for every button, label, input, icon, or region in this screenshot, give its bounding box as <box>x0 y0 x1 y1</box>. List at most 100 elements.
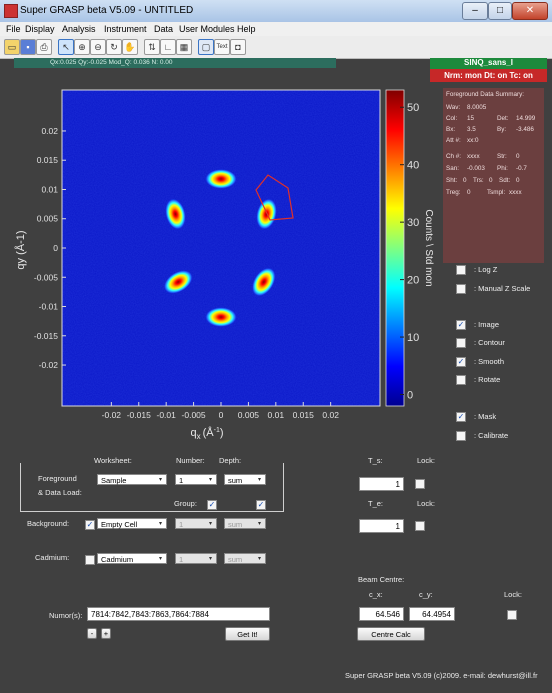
contour-checkbox[interactable] <box>456 338 466 348</box>
summary-trs-label: Trs: <box>473 177 484 184</box>
chevron-down-icon: ▾ <box>158 477 162 483</box>
background-depth-value: sum <box>228 520 243 529</box>
te-label: T_e: <box>368 499 384 508</box>
y-tick-label: -0.02 <box>39 360 59 370</box>
y-tick-label: 0.02 <box>41 126 58 136</box>
cadmium-number-dropdown[interactable]: 1 ▾ <box>175 553 217 564</box>
cadmium-depth-value: sum <box>228 555 243 564</box>
chevron-down-icon: ▾ <box>158 556 162 562</box>
line-cut-icon[interactable]: ∟ <box>160 39 176 55</box>
y-tick-label: -0.01 <box>39 302 59 312</box>
foreground-number-value: 1 <box>179 476 184 485</box>
numors-input[interactable]: 7814:7842,7843:7863,7864:7884 <box>87 607 270 621</box>
cadmium-checkbox[interactable] <box>85 555 95 565</box>
group-header: Group: <box>174 499 197 508</box>
cx-input[interactable]: 64.546 <box>359 607 404 621</box>
smooth-checkbox[interactable]: ✓ <box>456 357 466 367</box>
manual-z-scale-checkbox[interactable] <box>456 284 466 294</box>
numor-increment-button[interactable]: + <box>101 628 111 639</box>
mask-label: : Mask <box>474 412 497 421</box>
get-it-button[interactable]: Get It! <box>225 627 270 641</box>
numor-decrement-button[interactable]: - <box>87 628 97 639</box>
new-folder-icon[interactable]: ▭ <box>4 39 20 55</box>
rotate-icon[interactable]: ↻ <box>106 39 122 55</box>
instrument-banner: SINQ_sans_I <box>430 58 547 69</box>
menu-user-modules[interactable]: User Modules <box>179 24 235 34</box>
cadmium-worksheet-dropdown[interactable]: Cadmium ▾ <box>97 553 167 564</box>
print-icon[interactable]: ⎙ <box>36 39 52 55</box>
maximize-button[interactable]: □ <box>488 2 512 20</box>
y-axis-ticks: 0.02 0.015 0.01 0.005 0 -0.005 -0.01 -0.015 -0.0… <box>34 126 66 370</box>
te-lock-checkbox[interactable] <box>415 521 425 531</box>
background-number-dropdown[interactable]: 1 ▾ <box>175 518 217 529</box>
rotate-checkbox[interactable] <box>456 375 466 385</box>
x-axis-ticks: -0.02 -0.015 -0.01 -0.005 0 0.005 0.01 0.015 0.0… <box>102 402 339 420</box>
summary-tsmpl-value: xxxx <box>509 189 522 196</box>
summary-att-value: xx:0 <box>467 137 479 144</box>
normalisation-banner: Nrm: mon Dt: on Tc: on <box>430 69 547 82</box>
summary-ch-label: Ch #: <box>446 153 462 160</box>
mask-checkbox[interactable]: ✓ <box>456 412 466 422</box>
text-box-icon[interactable]: Text <box>214 39 230 55</box>
colorbar-tick-label: 40 <box>407 160 419 172</box>
foreground-worksheet-dropdown[interactable]: Sample ▾ <box>97 474 167 485</box>
y-tick-label: -0.005 <box>34 272 58 282</box>
app-icon <box>4 4 18 18</box>
smooth-label: : Smooth <box>474 357 505 366</box>
minimize-button[interactable]: – <box>462 2 488 20</box>
foreground-depth-dropdown[interactable]: sum ▾ <box>224 474 266 485</box>
background-worksheet-dropdown[interactable]: Empty Cell ▾ <box>97 518 167 529</box>
chevron-down-icon: ▾ <box>208 556 212 562</box>
worksheet-header: Worksheet: <box>94 456 132 465</box>
summary-title: Foreground Data Summary: <box>446 91 525 98</box>
sector-mask-outline[interactable] <box>255 174 294 221</box>
sans-detector-plot[interactable]: -0.02 -0.015 -0.01 -0.005 0 0.005 0.01 0.015 0.0… <box>0 70 440 440</box>
summary-sdt-label: Sdt: <box>499 177 511 184</box>
colorbar-tick-label: 50 <box>407 102 419 114</box>
background-depth-dropdown[interactable]: sum ▾ <box>224 518 266 529</box>
cadmium-depth-dropdown[interactable]: sum ▾ <box>224 553 266 564</box>
log-z-checkbox[interactable] <box>456 265 466 275</box>
colorbar-label: Counts \ Std mon <box>423 209 434 286</box>
summary-by-value: -3.486 <box>516 126 534 133</box>
menu-file[interactable]: File <box>6 24 21 34</box>
group-number-checkbox[interactable]: ✓ <box>207 500 217 510</box>
menu-help[interactable]: Help <box>237 24 256 34</box>
background-checkbox[interactable]: ✓ <box>85 520 95 530</box>
close-button[interactable]: ✕ <box>512 2 548 20</box>
cy-input[interactable]: 64.4954 <box>409 607 455 621</box>
menu-analysis[interactable]: Analysis <box>62 24 96 34</box>
cadmium-label: Cadmium: <box>35 553 70 562</box>
summary-att-label: Att #: <box>446 137 461 144</box>
window-icon[interactable]: ▢ <box>198 39 214 55</box>
centre-calc-button[interactable]: Centre Calc <box>357 627 425 641</box>
pan-hand-icon[interactable]: ✋ <box>122 39 138 55</box>
grid-icon[interactable]: ▦ <box>176 39 192 55</box>
te-input[interactable]: 1 <box>359 519 404 533</box>
stop-icon[interactable]: ◘ <box>230 39 246 55</box>
peak-3 <box>251 267 276 297</box>
calibrate-checkbox[interactable] <box>456 431 466 441</box>
menu-data[interactable]: Data <box>154 24 174 34</box>
text-box-label: Text <box>216 44 228 50</box>
menu-instrument[interactable]: Instrument <box>104 24 147 34</box>
save-icon[interactable]: ▪ <box>20 39 36 55</box>
image-checkbox[interactable]: ✓ <box>456 320 466 330</box>
flip-icon[interactable]: ⇅ <box>144 39 160 55</box>
chevron-down-icon: ▾ <box>208 477 212 483</box>
chevron-down-icon: ▾ <box>257 477 261 483</box>
beam-lock-checkbox[interactable] <box>507 610 517 620</box>
menu-display[interactable]: Display <box>25 24 55 34</box>
foreground-number-dropdown[interactable]: 1 ▾ <box>175 474 217 485</box>
summary-tsmpl-label: Tsmpl: <box>487 189 506 196</box>
ts-input[interactable]: 1 <box>359 477 404 491</box>
zoom-in-icon[interactable]: ⊕ <box>74 39 90 55</box>
heatmap-area[interactable] <box>62 90 380 406</box>
group-depth-checkbox[interactable]: ✓ <box>256 500 266 510</box>
summary-bx-value: 3.5 <box>467 126 476 133</box>
ts-lock-checkbox[interactable] <box>415 479 425 489</box>
y-tick-label: -0.015 <box>34 331 58 341</box>
select-arrow-icon[interactable]: ↖ <box>58 39 74 55</box>
zoom-out-icon[interactable]: ⊖ <box>90 39 106 55</box>
contour-label: : Contour <box>474 338 505 347</box>
